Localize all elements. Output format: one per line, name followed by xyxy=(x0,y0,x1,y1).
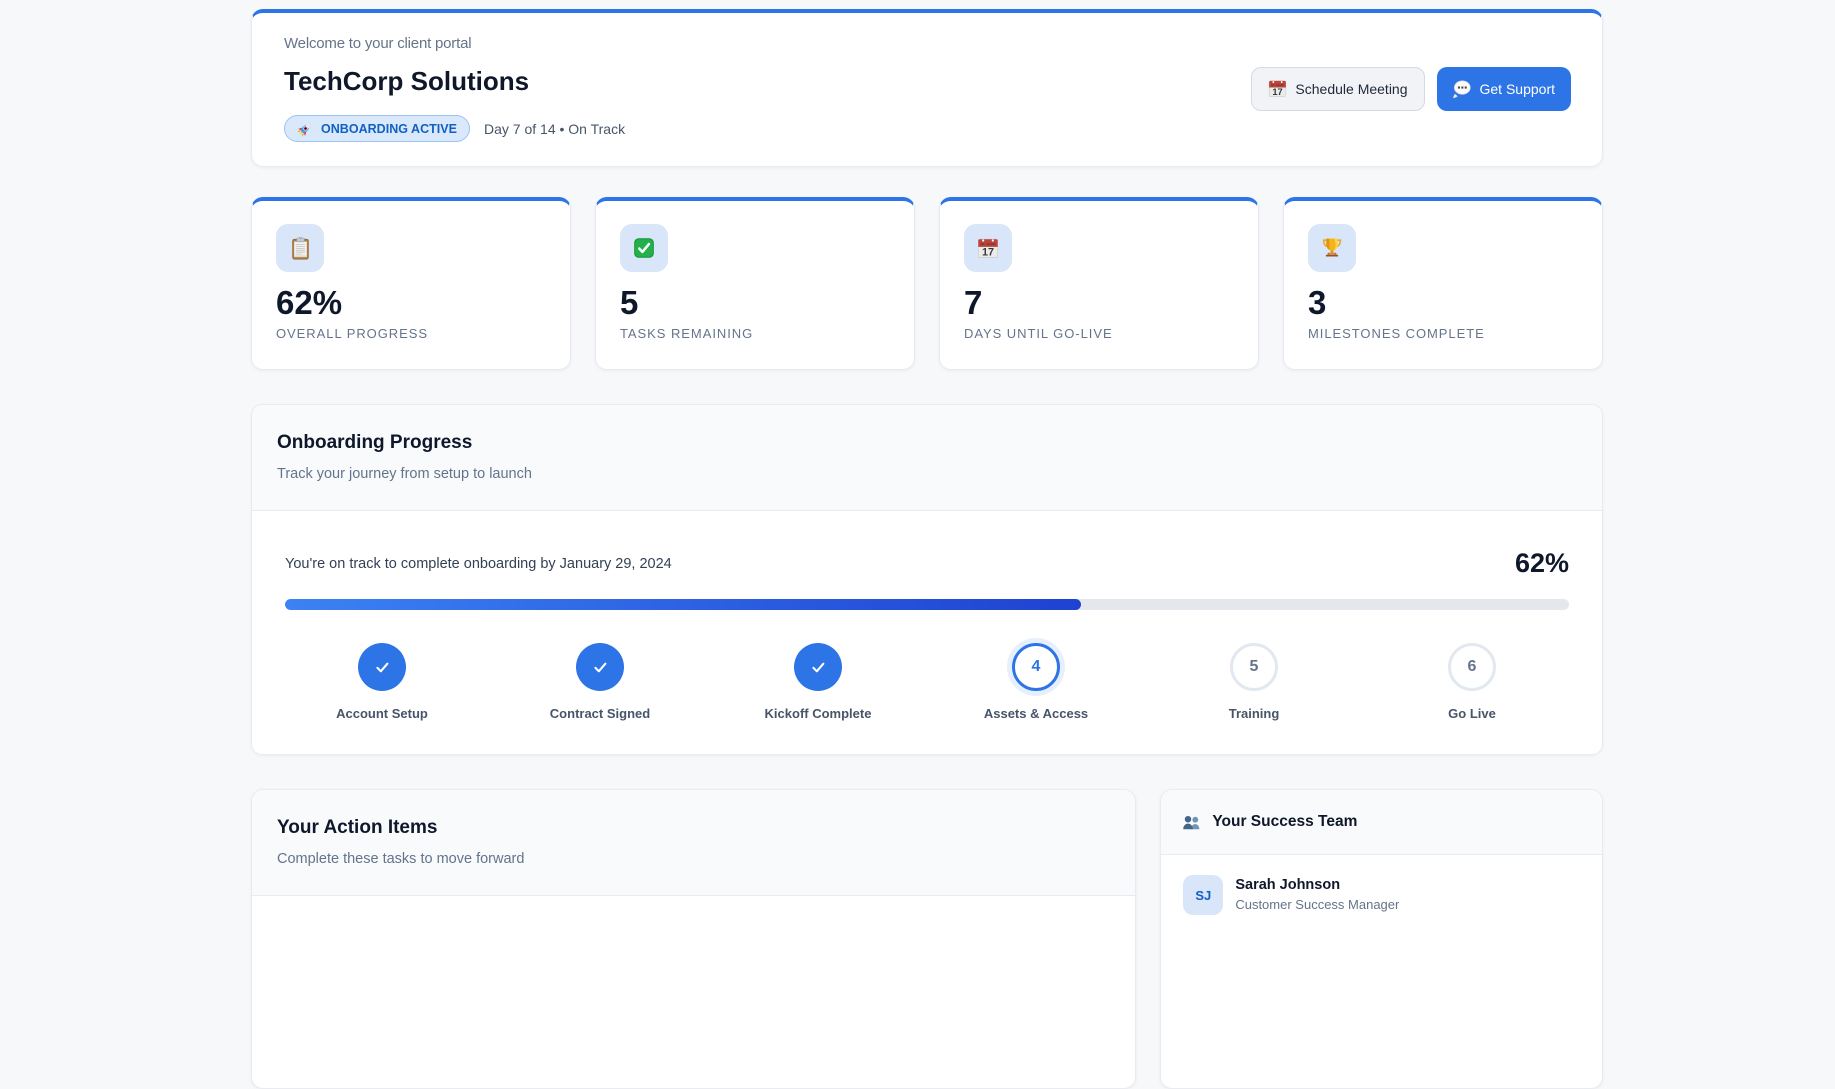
svg-text:17: 17 xyxy=(1273,87,1283,97)
svg-text:17: 17 xyxy=(982,246,994,258)
